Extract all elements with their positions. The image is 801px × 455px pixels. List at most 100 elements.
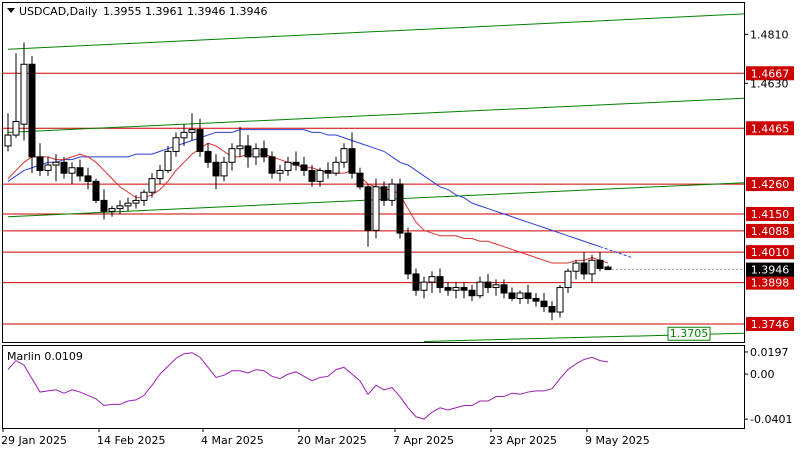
candle-body-up [452, 287, 460, 291]
candle-body-up [420, 281, 428, 291]
candle-body-down [268, 156, 276, 174]
level-price-tag [746, 121, 794, 136]
time-tick-label: 7 Apr 2025 [393, 434, 454, 447]
candle [28, 56, 36, 174]
candle-body-up [132, 199, 140, 204]
channel-line[interactable] [7, 13, 745, 50]
indicator-pane-frame [2, 345, 745, 429]
candle-body-up [44, 164, 52, 171]
candle [196, 118, 204, 157]
candle [564, 268, 572, 293]
ohlc-readout: 1.3955 1.3961 1.3946 1.3946 [103, 5, 267, 18]
level-price-tag [746, 245, 794, 260]
candle [452, 282, 460, 299]
candle-body-up [4, 134, 12, 147]
candle [492, 279, 500, 296]
candle [596, 252, 604, 272]
candle-body-up [116, 205, 124, 210]
indicator-tick-label: -0.0401 [750, 413, 792, 426]
candle [380, 181, 388, 206]
candle-body-up [140, 191, 148, 201]
candle [108, 205, 116, 217]
symbol-dropdown-icon[interactable] [7, 8, 15, 13]
candle-body-up [124, 202, 132, 207]
candle-body-down [604, 266, 612, 271]
candle [244, 135, 252, 168]
candle [220, 156, 228, 182]
level-price-label: 1.4260 [751, 178, 790, 191]
candle-body-up [20, 63, 28, 125]
candle-body-up [492, 284, 500, 289]
indicator-tick-label: 0.00 [750, 368, 775, 381]
candle-body-up [556, 287, 564, 313]
candle-body-up [516, 292, 524, 299]
candle [228, 143, 236, 171]
candle-body-down [540, 300, 548, 308]
candle-body-up [172, 137, 180, 152]
candle [284, 156, 292, 176]
price-tick-label: 1.4810 [750, 28, 789, 41]
ma-slow-projection [599, 246, 633, 259]
candle [300, 156, 308, 176]
candle-body-up [572, 262, 580, 272]
level-price-tag [746, 223, 794, 238]
candle-body-up [52, 161, 60, 166]
candle-body-up [588, 259, 596, 275]
candle-body-down [484, 281, 492, 289]
candle-body-up [156, 169, 164, 180]
candle [484, 273, 492, 293]
candle-body-down [36, 156, 44, 171]
candle-body-up [564, 270, 572, 289]
level-price-label: 1.4465 [751, 122, 790, 135]
time-tick-label: 29 Jan 2025 [1, 434, 67, 447]
candle-body-down [204, 150, 212, 163]
candle [60, 156, 68, 179]
candle [572, 260, 580, 280]
candle [236, 126, 244, 157]
candle [508, 287, 516, 302]
candle-body-down [348, 148, 356, 174]
candle [156, 165, 164, 185]
candle [76, 159, 84, 182]
horizontal-levels [2, 72, 744, 325]
candle [364, 184, 372, 247]
candle [332, 156, 340, 176]
candle-body-down [380, 186, 388, 201]
candle-body-up [476, 281, 484, 297]
indicator-tick-label: 0.0197 [750, 346, 789, 359]
level-price-tag [746, 317, 794, 332]
candle-body-down [196, 129, 204, 152]
candle-body-down [532, 297, 540, 302]
time-tick-label: 23 Apr 2025 [489, 434, 557, 447]
candle [524, 284, 532, 304]
marlin-oscillator: 0.0197 0.00 -0.0401 [7, 346, 792, 426]
current-price-tag [746, 262, 794, 277]
candle [556, 284, 564, 318]
candle [548, 301, 556, 321]
candle [172, 132, 180, 157]
time-tick-label: 9 May 2025 [585, 434, 650, 447]
time-axis: 29 Jan 2025 14 Feb 2025 4 Mar 2025 20 Mar 2… [1, 428, 650, 447]
candle-body-down [92, 180, 100, 201]
candle [428, 271, 436, 293]
time-tick-label: 14 Feb 2025 [97, 434, 165, 447]
candle-body-down [460, 287, 468, 291]
price-axis: 1.4667 1.4465 1.4260 1.4150 1.4088 1.4010 1.38… [612, 28, 794, 332]
candle-body-up [180, 131, 188, 139]
level-price-tag [746, 275, 794, 290]
level-price-label: 1.3746 [751, 318, 790, 331]
candle [540, 292, 548, 313]
candle [476, 276, 484, 299]
candle [4, 113, 12, 152]
candle-body-up [284, 161, 292, 171]
candle [468, 284, 476, 302]
candle [500, 279, 508, 299]
candle [604, 265, 612, 271]
candle [516, 290, 524, 304]
ma-slow-line [7, 129, 601, 248]
candle [460, 282, 468, 299]
channel-line[interactable] [7, 97, 745, 133]
candle [132, 194, 140, 209]
candle-body-up [188, 129, 196, 133]
